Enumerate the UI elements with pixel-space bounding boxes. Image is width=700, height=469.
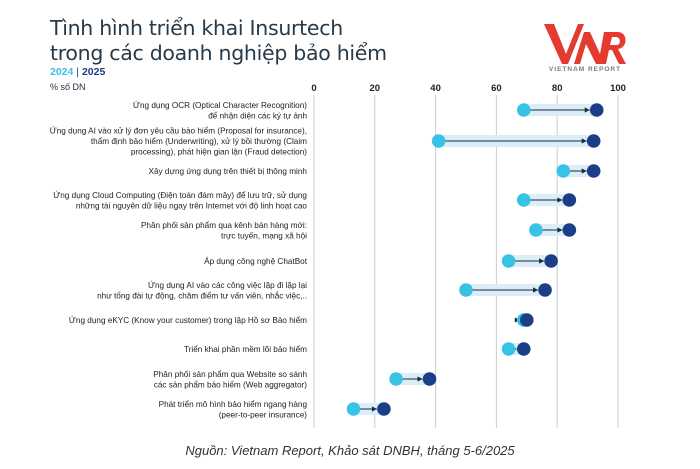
x-tick-label: 40 [430,83,441,94]
category-label: Ứng dụng AI vào các công việc lặp đi lặp… [97,280,307,301]
point-2024 [346,402,361,416]
category-label-line: Áp dụng công nghệ ChatBot [204,256,308,266]
point-2025 [586,134,601,148]
dumbbell-arrowhead [584,107,590,113]
category-label-line: Ứng dụng Cloud Computing (Điện toán đám … [53,190,307,200]
category-label-line: (peer-to-peer insurance) [219,410,308,419]
logo-text: VIETNAM REPORT [548,66,622,73]
category-label-line: processing), phát hiện gian lận (Fraud d… [131,148,307,157]
category-label-line: Phân phối sản phẩm qua kênh bán hàng mới… [141,220,307,230]
dumbbell-arrowhead [539,258,545,264]
category-label-line: Ứng dụng eKYC (Know your customer) trong… [69,315,307,325]
point-2025 [562,223,577,237]
category-label-line: Ứng dụng AI vào các công việc lặp đi lặp… [148,280,307,290]
category-label-line: những tài nguyên dữ liệu ngay trên Inter… [76,201,308,210]
point-2024 [516,103,531,117]
source-note: Nguồn: Vietnam Report, Khảo sát DNBH, th… [185,443,515,458]
category-label-line: Phân phối sản phẩm qua Website so sánh [153,369,307,379]
category-label: Xây dựng ứng dụng trên thiết bị thông mi… [149,167,308,176]
category-label: Áp dụng công nghệ ChatBot [204,256,308,266]
x-tick-label: 60 [491,83,502,94]
point-2025 [586,164,601,178]
year-legend: 2024 | 2025 [50,66,105,78]
point-2025 [520,313,534,327]
unit-label: % số DN [50,82,86,92]
point-2024 [516,193,531,207]
point-2024 [389,372,403,386]
point-2024 [529,223,543,237]
chart-title-line-1: Tình hình triển khai Insurtech [50,16,343,40]
category-label: Phân phối sản phẩm qua Website so sánh cá… [153,369,307,390]
dumbbell-arrowhead [557,227,563,233]
point-2024 [459,283,473,297]
category-label-line: thẩm định bảo hiểm (Underwriting), xử lý… [91,136,307,146]
dumbbell-arrowhead [557,197,563,203]
dumbbell-arrowhead [581,138,587,144]
point-2024 [501,254,516,268]
point-2024 [431,134,446,148]
category-label: Phân phối sản phẩm qua kênh bán hàng mới… [141,220,307,241]
point-2025 [377,402,391,416]
dumbbell-chart: 0 20 40 60 80 100 Ứng dụng OCR (Optical Charac… [50,83,626,428]
point-2025 [544,254,558,268]
legend-2024: 2024 [50,66,74,78]
category-label: Ứng dụng OCR (Optical Character Recognit… [133,100,307,121]
category-label-line: Phát triển mô hình bảo hiểm ngang hàng [159,399,308,409]
category-label: Ứng dụng eKYC (Know your customer) trong… [69,315,307,325]
category-label-line: Ứng dụng OCR (Optical Character Recognit… [133,100,307,110]
point-2024 [556,164,571,178]
category-label-line: Triển khai phần mềm lõi bảo hiểm [184,344,307,354]
dumbbell-arrowhead [533,287,539,293]
vnr-logo [544,24,626,64]
category-label: Phát triển mô hình bảo hiểm ngang hàng (p… [159,399,308,420]
dumbbell-arrowhead [581,168,587,174]
point-2024 [501,342,516,356]
x-tick-label: 100 [610,83,626,94]
point-2025 [422,372,437,386]
category-label-line: để nhận diện các ký tự ảnh [208,110,307,120]
legend-2025: 2025 [81,66,106,78]
category-label-line: Ứng dụng AI vào xử lý đơn yêu cầu bảo hi… [50,126,307,136]
category-label: Triển khai phần mềm lõi bảo hiểm [184,344,307,354]
category-label-line: Xây dựng ứng dụng trên thiết bị thông mi… [149,167,308,176]
legend-separator: | [76,66,80,78]
point-2025 [516,342,531,356]
x-tick-label: 80 [552,83,563,94]
point-2025 [589,103,604,117]
point-2025 [538,283,552,297]
dumbbell-arrowhead [371,406,377,412]
category-label-line: trực tuyến, mạng xã hội [221,231,307,240]
chart-title: Tình hình triển khai Insurtech trong các… [50,16,510,66]
chart-title-line-2: trong các doanh nghiệp bảo hiểm [50,41,387,65]
category-label: Ứng dụng Cloud Computing (Điện toán đám … [53,190,307,211]
x-tick-label: 20 [370,83,381,94]
category-label-line: như tổng đài tự động, chăm điểm tư vấn v… [97,290,307,300]
dumbbell-arrowhead [417,376,423,382]
point-2025 [562,193,577,207]
x-tick-label: 0 [311,83,316,94]
category-label-line: các sản phẩm bảo hiểm (Web aggregator) [154,379,307,389]
category-label: Ứng dụng AI vào xử lý đơn yêu cầu bảo hi… [50,126,308,157]
